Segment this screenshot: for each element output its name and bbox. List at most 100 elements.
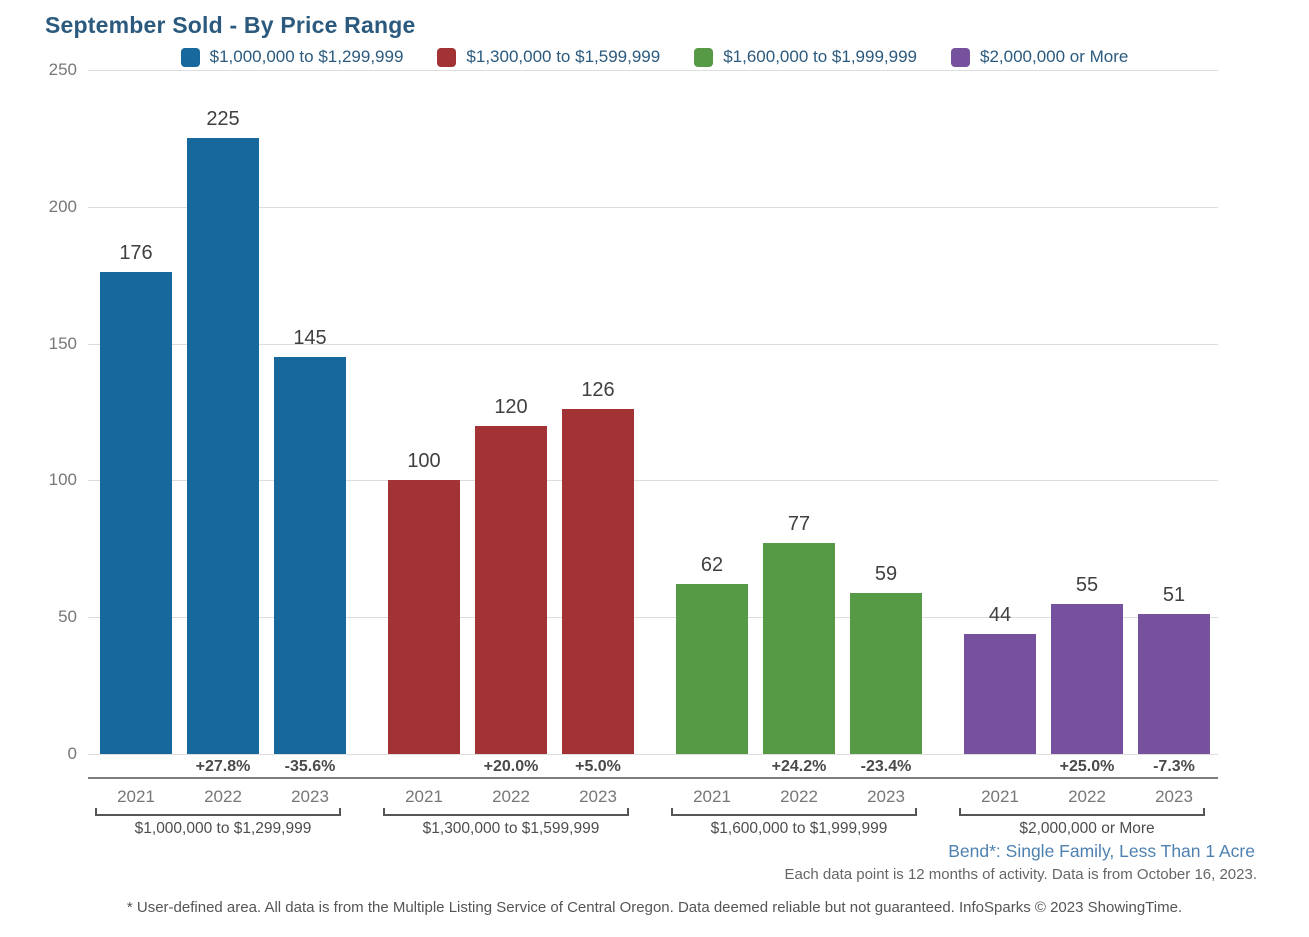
pct-change-label — [964, 756, 1036, 778]
year-label: 2022 — [204, 787, 242, 806]
group-label: $1,000,000 to $1,299,999 — [134, 820, 312, 837]
group-label: $1,600,000 to $1,999,999 — [710, 820, 888, 837]
bar-value-label: 59 — [874, 562, 898, 585]
bracket-group — [383, 808, 634, 816]
pct-change-label: -35.6% — [284, 758, 336, 775]
bar-group: 100 120 126 — [388, 379, 634, 754]
chart-legend: $1,000,000 to $1,299,999 $1,300,000 to $1… — [0, 44, 1309, 70]
bar-value-label: 225 — [206, 108, 240, 131]
pct-change-label: +5.0% — [575, 758, 621, 775]
bar: 77 — [763, 513, 835, 754]
bar-value-label: 126 — [581, 379, 615, 402]
year-labels-group: 2021 2022 2023 — [100, 786, 346, 808]
bracket-group — [671, 808, 922, 816]
pct-change-group: +25.0% -7.3% — [964, 756, 1210, 778]
year-label: 2022 — [492, 787, 530, 806]
y-axis-tick-label: 150 — [48, 333, 77, 353]
legend-item: $1,000,000 to $1,299,999 — [180, 47, 404, 67]
year-label: 2023 — [291, 787, 329, 806]
bar-value-label: 120 — [494, 395, 528, 418]
year-label: 2021 — [405, 787, 443, 806]
year-labels-group: 2021 2022 2023 — [388, 786, 634, 808]
bar-group: 44 55 51 — [964, 574, 1210, 754]
year-label: 2022 — [1068, 787, 1106, 806]
year-labels-row: 2021 2022 2023 2021 2022 2023 2021 2022 2023 2021… — [88, 786, 1218, 808]
group-bracket — [959, 808, 1205, 816]
bar-value-label: 62 — [700, 554, 724, 577]
group-label: $1,300,000 to $1,599,999 — [422, 820, 600, 837]
region-note: Bend*: Single Family, Less Than 1 Acre — [948, 841, 1255, 861]
bar: 126 — [562, 379, 634, 754]
bar-value-label: 51 — [1162, 584, 1186, 607]
bar: 120 — [475, 396, 547, 754]
year-label: 2021 — [117, 787, 155, 806]
legend-label: $1,600,000 to $1,999,999 — [723, 47, 917, 66]
data-note: Each data point is 12 months of activity… — [784, 866, 1257, 883]
bar: 145 — [274, 327, 346, 754]
year-label: 2021 — [981, 787, 1019, 806]
pct-change-label — [100, 756, 172, 778]
gridline — [88, 70, 1218, 71]
gridline — [88, 480, 1218, 482]
group-labels-row: $1,000,000 to $1,299,999 $1,300,000 to $1… — [88, 818, 1218, 839]
gridline — [88, 206, 1218, 208]
bar: 44 — [964, 604, 1036, 754]
pct-change-row: +27.8% -35.6% +20.0% +5.0% +24.2% -23.4% +25.0… — [88, 756, 1218, 778]
group-brackets-row — [88, 808, 1218, 816]
bar-value-label: 77 — [787, 513, 811, 536]
bar-value-label: 55 — [1075, 573, 1099, 596]
legend-swatch-icon — [180, 47, 200, 67]
group-bracket — [383, 808, 629, 816]
year-label: 2023 — [1155, 787, 1193, 806]
bar: 100 — [388, 450, 460, 754]
pct-change-label: +24.2% — [771, 758, 827, 775]
bracket-group — [959, 808, 1210, 816]
pct-change-label: +20.0% — [483, 758, 539, 775]
legend-label: $1,000,000 to $1,299,999 — [209, 47, 404, 66]
year-label: 2022 — [780, 787, 818, 806]
bar-value-label: 100 — [407, 450, 441, 473]
bar-group: 62 77 59 — [676, 513, 922, 754]
y-axis-tick-label: 100 — [48, 470, 77, 490]
legend-label: $2,000,000 or More — [980, 47, 1129, 66]
bars-layer: 176 225 145 100 120 126 62 77 59 44 55 51 — [88, 70, 1218, 754]
bar: 62 — [676, 554, 748, 754]
disclaimer: * User-defined area. All data is from th… — [126, 899, 1183, 916]
y-axis-tick-label: 200 — [48, 196, 77, 216]
axis-separator-line — [88, 777, 1218, 779]
y-axis-tick-label: 0 — [67, 744, 77, 763]
gridline — [88, 343, 1218, 345]
plot-area: 0 50 100 150 200 250 176 225 145 100 120 126 62 77 59… — [49, 60, 1218, 763]
y-axis-tick-label: 50 — [58, 607, 77, 627]
legend-item: $1,300,000 to $1,599,999 — [437, 47, 660, 67]
bar: 225 — [187, 108, 259, 754]
legend-swatch-icon — [694, 47, 714, 67]
pct-change-label: -7.3% — [1153, 758, 1195, 775]
legend-item: $2,000,000 or More — [951, 47, 1128, 67]
legend-swatch-icon — [437, 47, 457, 67]
bar-value-label: 44 — [988, 603, 1012, 626]
pct-change-group: +27.8% -35.6% — [100, 756, 346, 778]
year-label: 2023 — [867, 787, 905, 806]
gridline — [88, 754, 1218, 755]
bar: 51 — [1138, 584, 1210, 754]
y-axis-tick-label: 250 — [48, 60, 77, 79]
bar: 59 — [850, 563, 922, 754]
group-label: $2,000,000 or More — [1019, 820, 1155, 837]
year-label: 2023 — [579, 787, 617, 806]
bracket-group — [95, 808, 346, 816]
pct-change-label: -23.4% — [860, 758, 912, 775]
legend-swatch-icon — [951, 47, 970, 67]
bar-value-label: 176 — [119, 242, 153, 265]
group-bracket — [671, 808, 917, 816]
pct-change-label — [388, 756, 460, 778]
bar: 176 — [100, 242, 172, 754]
pct-change-group: +20.0% +5.0% — [388, 756, 634, 778]
group-bracket — [95, 808, 341, 816]
pct-change-label: +25.0% — [1059, 758, 1115, 775]
bar: 55 — [1051, 574, 1123, 754]
legend-label: $1,300,000 to $1,599,999 — [466, 47, 661, 66]
bar-value-label: 145 — [293, 327, 327, 350]
gridline — [88, 617, 1218, 619]
pct-change-group: +24.2% -23.4% — [676, 756, 922, 778]
